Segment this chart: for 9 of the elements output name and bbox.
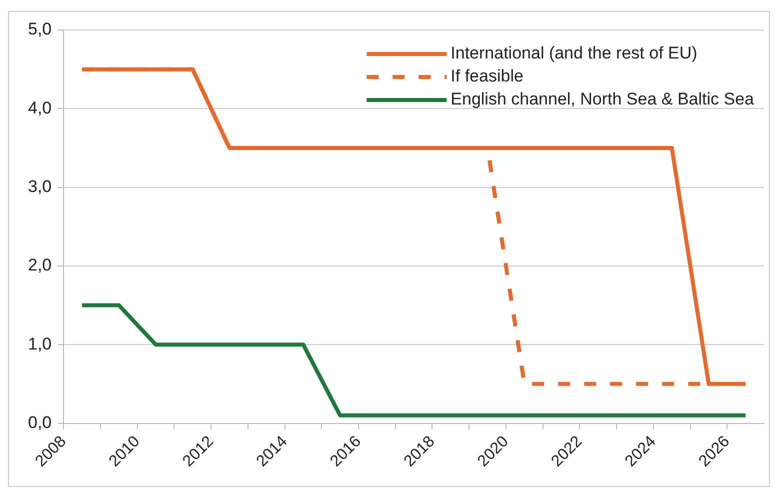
legend-label: If feasible (450, 66, 524, 86)
legend-label: International (and the rest of EU) (450, 44, 698, 63)
y-tick-label: 5,0 (28, 20, 52, 39)
y-tick-label: 3,0 (28, 176, 52, 196)
y-tick-label: 1,0 (28, 334, 52, 354)
y-tick-label: 0,0 (28, 412, 52, 432)
y-tick-label: 4,0 (28, 98, 52, 118)
legend-label: English channel, North Sea & Baltic Sea (450, 90, 755, 109)
y-tick-label: 2,0 (28, 256, 52, 275)
